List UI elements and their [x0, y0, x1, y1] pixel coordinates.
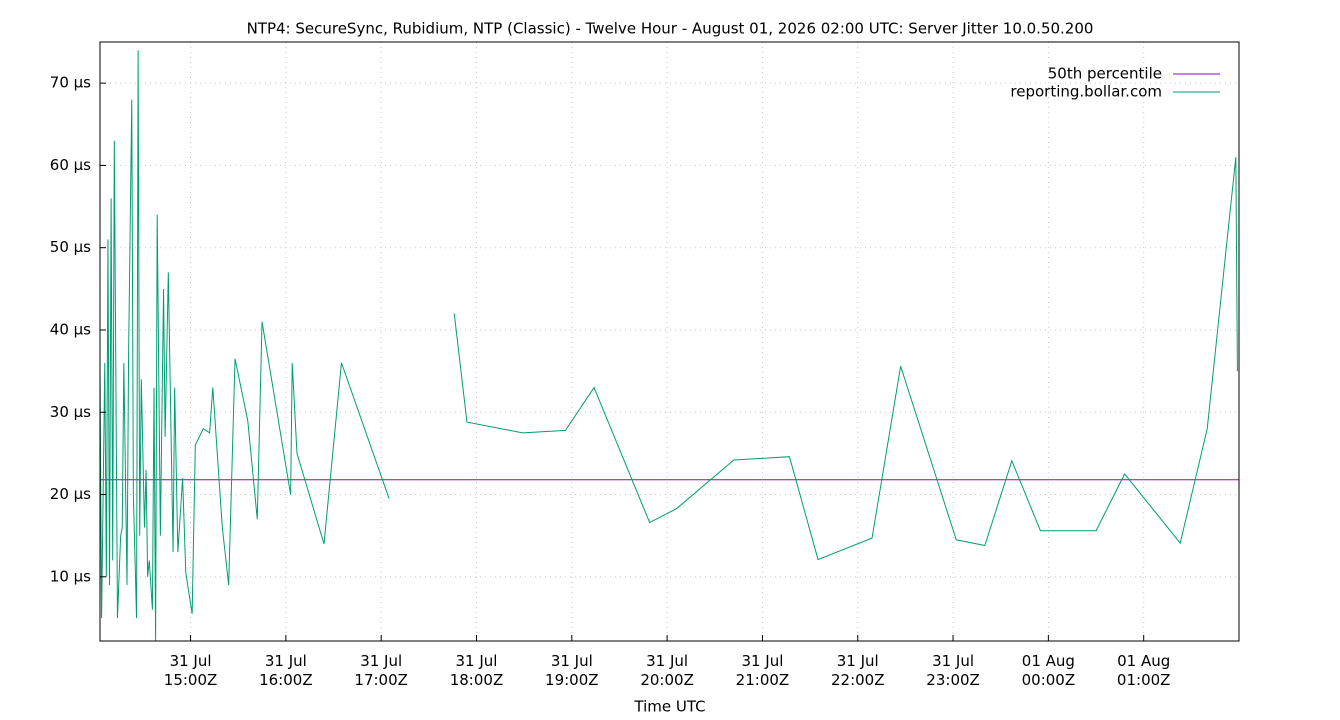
- x-axis-label: Time UTC: [633, 698, 705, 716]
- x-tick-label: 31 Jul 22:00Z: [831, 652, 885, 689]
- x-tick-label: 31 Jul 19:00Z: [545, 652, 599, 689]
- legend-label: 50th percentile: [1048, 65, 1162, 83]
- x-tick-label: 31 Jul 18:00Z: [450, 652, 504, 689]
- y-tick-label: 20 µs: [50, 485, 91, 503]
- grid: [100, 42, 1239, 641]
- y-tick-label: 40 µs: [50, 320, 91, 338]
- chart-title: NTP4: SecureSync, Rubidium, NTP (Classic…: [247, 20, 1094, 38]
- series-line: [100, 50, 1238, 641]
- x-tick-label: 31 Jul 15:00Z: [164, 652, 218, 689]
- y-tick-label: 60 µs: [50, 156, 91, 174]
- y-tick-label: 10 µs: [50, 567, 91, 585]
- x-tick-label: 31 Jul 17:00Z: [354, 652, 408, 689]
- plot-area: [100, 50, 1239, 641]
- legend-label: reporting.bollar.com: [1010, 83, 1162, 101]
- x-tick-label: 01 Aug 00:00Z: [1022, 652, 1076, 689]
- y-tick-label: 50 µs: [50, 238, 91, 256]
- x-tick-label: 31 Jul 20:00Z: [640, 652, 694, 689]
- x-tick-label: 31 Jul 23:00Z: [926, 652, 980, 689]
- plot-frame: [99, 41, 1240, 642]
- y-tick-label: 30 µs: [50, 403, 91, 421]
- x-tick-label: 01 Aug 01:00Z: [1117, 652, 1171, 689]
- x-tick-label: 31 Jul 21:00Z: [736, 652, 790, 689]
- x-tick-label: 31 Jul 16:00Z: [259, 652, 313, 689]
- y-tick-label: 70 µs: [50, 74, 91, 92]
